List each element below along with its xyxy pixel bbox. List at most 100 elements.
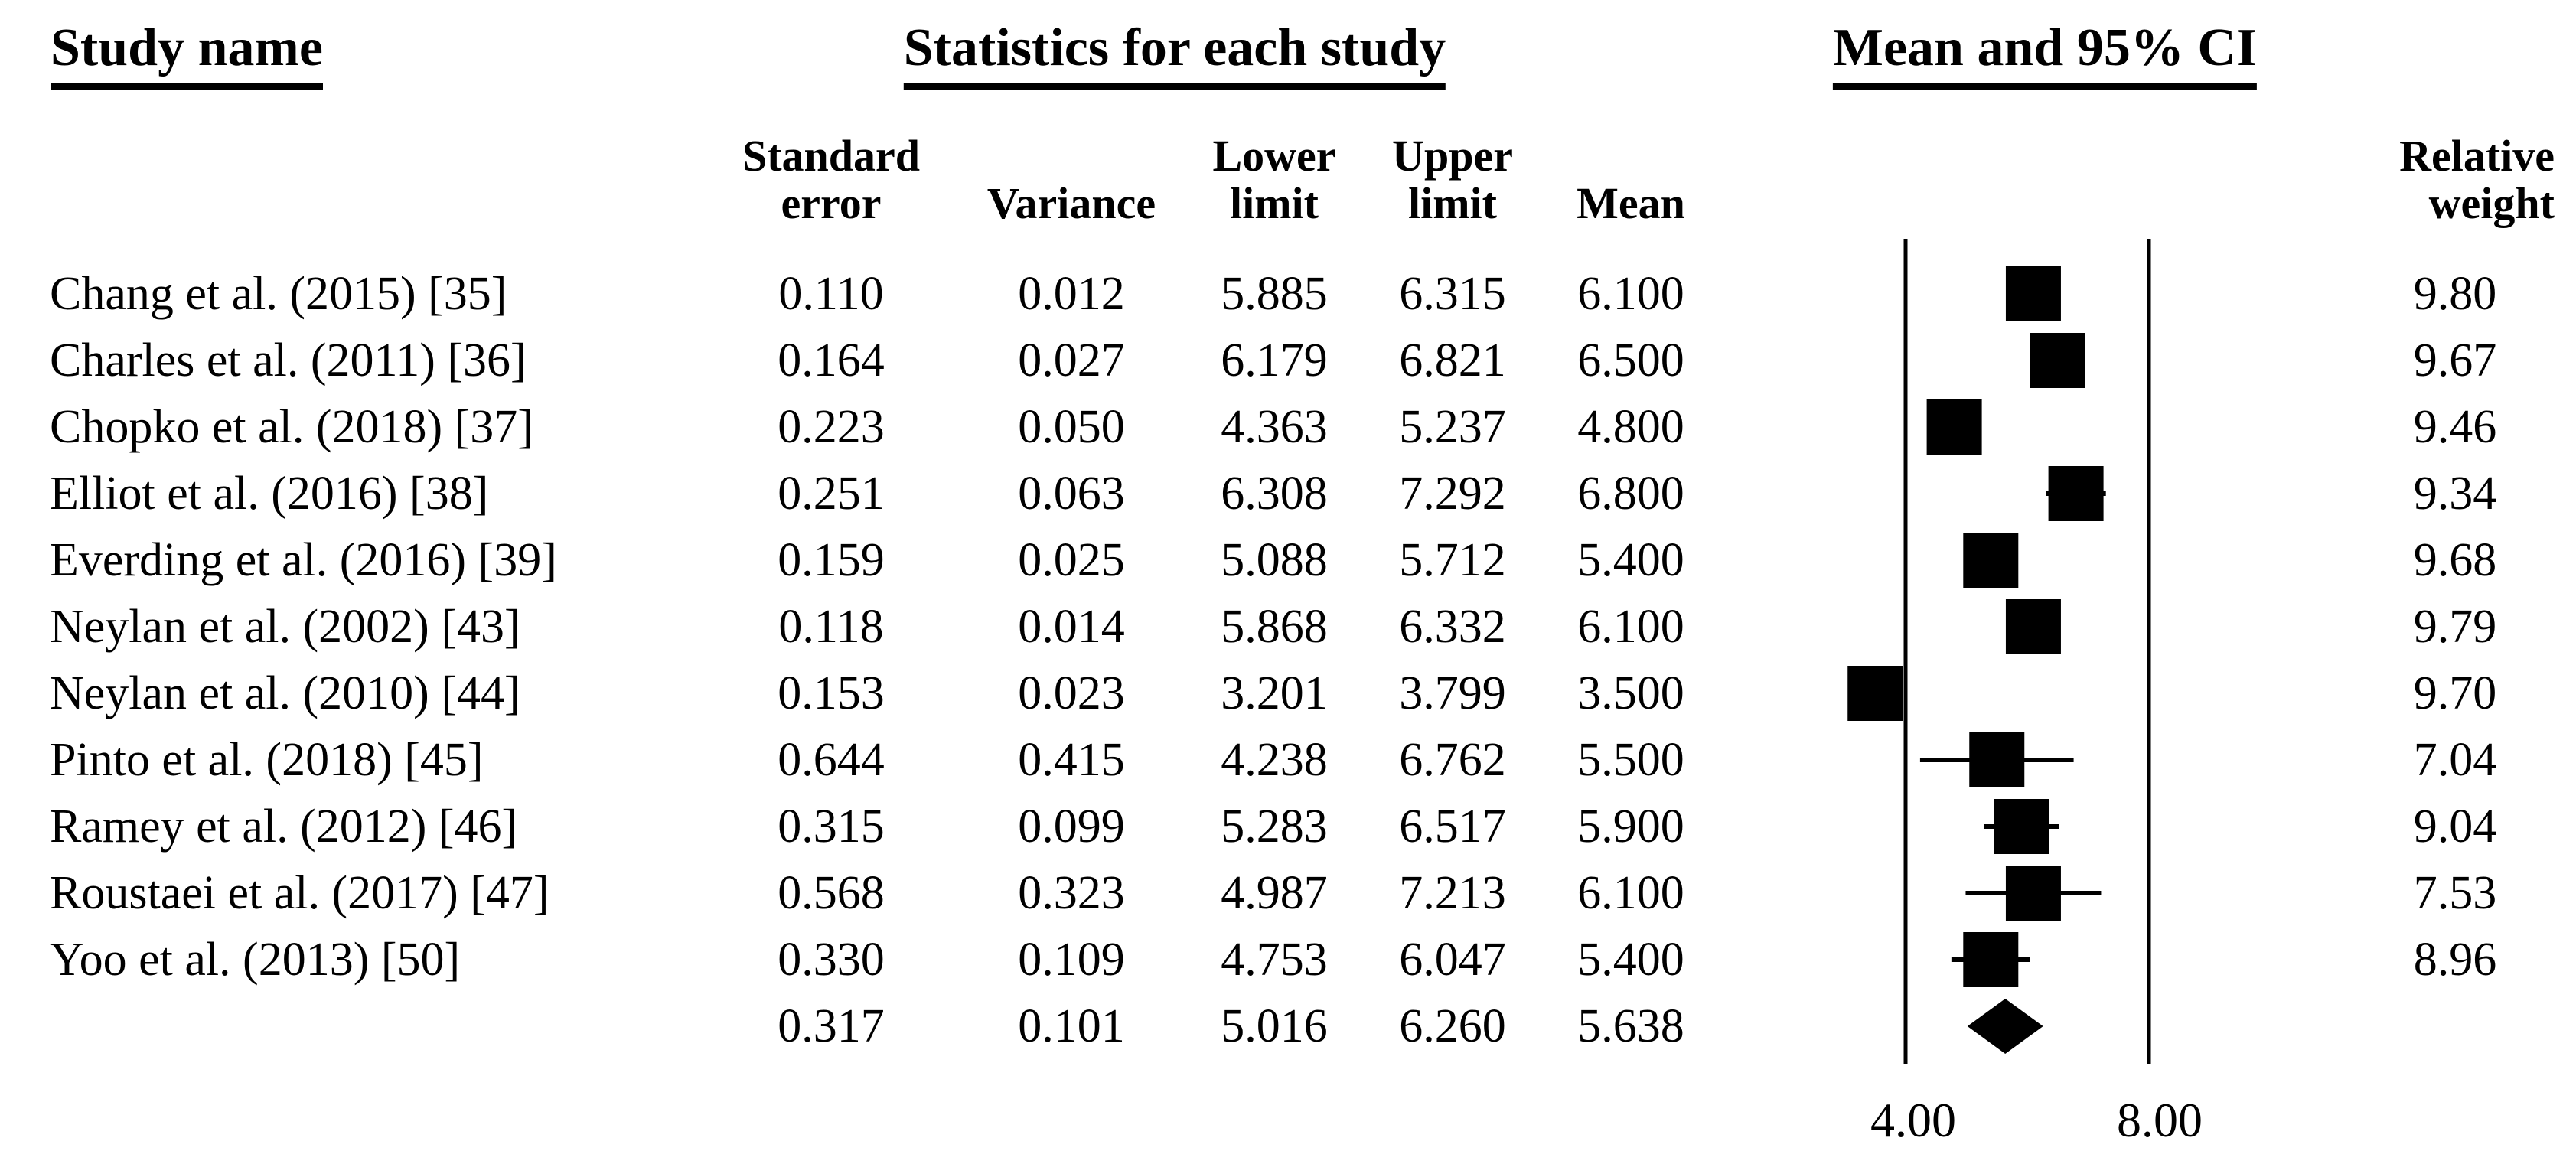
cell-relative-weight: 9.67 [2413, 334, 2497, 386]
cell-variance: 0.063 [1018, 468, 1125, 520]
summary-standard-error: 0.317 [778, 1000, 885, 1052]
cell-lower-limit: 4.987 [1221, 867, 1328, 919]
mean-square [2048, 466, 2104, 521]
study-name: Ramey et al. (2012) [46] [50, 800, 518, 853]
cell-upper-limit: 6.315 [1399, 268, 1506, 320]
mean-square [2005, 866, 2061, 921]
cell-mean: 5.400 [1577, 534, 1684, 586]
study-name: Chopko et al. (2018) [37] [50, 401, 533, 453]
cell-relative-weight: 7.04 [2413, 734, 2497, 786]
mean-square [1969, 732, 2025, 787]
study-name: Neylan et al. (2002) [43] [50, 601, 520, 653]
cell-lower-limit: 5.088 [1221, 534, 1328, 586]
summary-upper-limit: 6.260 [1399, 1000, 1506, 1052]
cell-upper-limit: 3.799 [1399, 667, 1506, 719]
summary-diamond [1967, 999, 2043, 1054]
cell-relative-weight: 9.70 [2413, 667, 2497, 719]
cell-standard-error: 0.153 [778, 667, 885, 719]
mean-square [1994, 799, 2049, 854]
cell-upper-limit: 7.292 [1399, 468, 1506, 520]
statistics-header: Statistics for each study [903, 21, 1446, 90]
mean-square [2005, 266, 2061, 321]
mean-square [1963, 932, 2019, 987]
cell-standard-error: 0.644 [778, 734, 885, 786]
mean-square [1963, 533, 2019, 588]
x-axis-tick-4: 4.00 [1870, 1093, 1956, 1147]
cell-relative-weight: 7.53 [2413, 867, 2497, 919]
cell-mean: 5.400 [1577, 934, 1684, 986]
standard-error-column-header: Standard error [742, 130, 921, 229]
cell-upper-limit: 6.517 [1399, 800, 1506, 853]
cell-standard-error: 0.330 [778, 934, 885, 986]
cell-mean: 6.100 [1577, 268, 1684, 320]
cell-mean: 5.500 [1577, 734, 1684, 786]
cell-lower-limit: 3.201 [1221, 667, 1328, 719]
cell-relative-weight: 8.96 [2413, 934, 2497, 986]
cell-standard-error: 0.223 [778, 401, 885, 453]
cell-relative-weight: 9.34 [2413, 468, 2497, 520]
cell-relative-weight: 9.79 [2413, 601, 2497, 653]
upper-limit-column-header: Upper limit [1392, 130, 1513, 229]
cell-lower-limit: 4.363 [1221, 401, 1328, 453]
cell-relative-weight: 9.46 [2413, 401, 2497, 453]
cell-variance: 0.014 [1018, 601, 1125, 653]
cell-upper-limit: 7.213 [1399, 867, 1506, 919]
study-name: Pinto et al. (2018) [45] [50, 734, 484, 786]
cell-upper-limit: 6.332 [1399, 601, 1506, 653]
mean-square [1847, 666, 1903, 721]
cell-relative-weight: 9.68 [2413, 534, 2497, 586]
cell-variance: 0.023 [1018, 667, 1125, 719]
study-name: Elliot et al. (2016) [38] [50, 468, 489, 520]
cell-variance: 0.027 [1018, 334, 1125, 386]
study-name-header: Study name [51, 21, 323, 90]
cell-relative-weight: 9.80 [2413, 268, 2497, 320]
cell-variance: 0.050 [1018, 401, 1125, 453]
study-name: Roustaei et al. (2017) [47] [50, 867, 549, 919]
study-name: Charles et al. (2011) [36] [50, 334, 527, 386]
study-name: Neylan et al. (2010) [44] [50, 667, 520, 719]
x-axis-tick-8: 8.00 [2117, 1093, 2203, 1147]
cell-lower-limit: 5.885 [1221, 268, 1328, 320]
cell-variance: 0.415 [1018, 734, 1125, 786]
study-name: Everding et al. (2016) [39] [50, 534, 557, 586]
cell-mean: 6.100 [1577, 601, 1684, 653]
cell-lower-limit: 6.179 [1221, 334, 1328, 386]
cell-upper-limit: 6.047 [1399, 934, 1506, 986]
cell-standard-error: 0.110 [778, 268, 884, 320]
mean-square [2005, 599, 2061, 654]
variance-column-header: Variance [986, 178, 1156, 229]
cell-standard-error: 0.568 [778, 867, 885, 919]
cell-upper-limit: 5.712 [1399, 534, 1506, 586]
cell-lower-limit: 4.753 [1221, 934, 1328, 986]
cell-lower-limit: 6.308 [1221, 468, 1328, 520]
cell-lower-limit: 5.283 [1221, 800, 1328, 853]
lower-limit-column-header: Lower limit [1212, 130, 1336, 229]
cell-upper-limit: 6.821 [1399, 334, 1506, 386]
cell-lower-limit: 4.238 [1221, 734, 1328, 786]
mean-square [2030, 333, 2085, 388]
study-name: Yoo et al. (2013) [50] [50, 934, 461, 986]
cell-standard-error: 0.251 [778, 468, 885, 520]
cell-mean: 5.900 [1577, 800, 1684, 853]
cell-variance: 0.323 [1018, 867, 1125, 919]
cell-variance: 0.109 [1018, 934, 1125, 986]
cell-mean: 6.100 [1577, 867, 1684, 919]
cell-mean: 6.500 [1577, 334, 1684, 386]
cell-mean: 4.800 [1577, 401, 1684, 453]
cell-standard-error: 0.315 [778, 800, 885, 853]
cell-relative-weight: 9.04 [2413, 800, 2497, 853]
cell-standard-error: 0.164 [778, 334, 885, 386]
cell-standard-error: 0.118 [778, 601, 884, 653]
cell-variance: 0.025 [1018, 534, 1125, 586]
mean-square [1926, 399, 1982, 455]
cell-upper-limit: 5.237 [1399, 401, 1506, 453]
summary-mean: 5.638 [1577, 1000, 1684, 1052]
relative-weight-column-header: Relative weight [2399, 130, 2555, 229]
summary-lower-limit: 5.016 [1221, 1000, 1328, 1052]
cell-variance: 0.012 [1018, 268, 1125, 320]
cell-standard-error: 0.159 [778, 534, 885, 586]
mean-column-header: Mean [1577, 178, 1685, 229]
cell-lower-limit: 5.868 [1221, 601, 1328, 653]
summary-variance: 0.101 [1018, 1000, 1125, 1052]
